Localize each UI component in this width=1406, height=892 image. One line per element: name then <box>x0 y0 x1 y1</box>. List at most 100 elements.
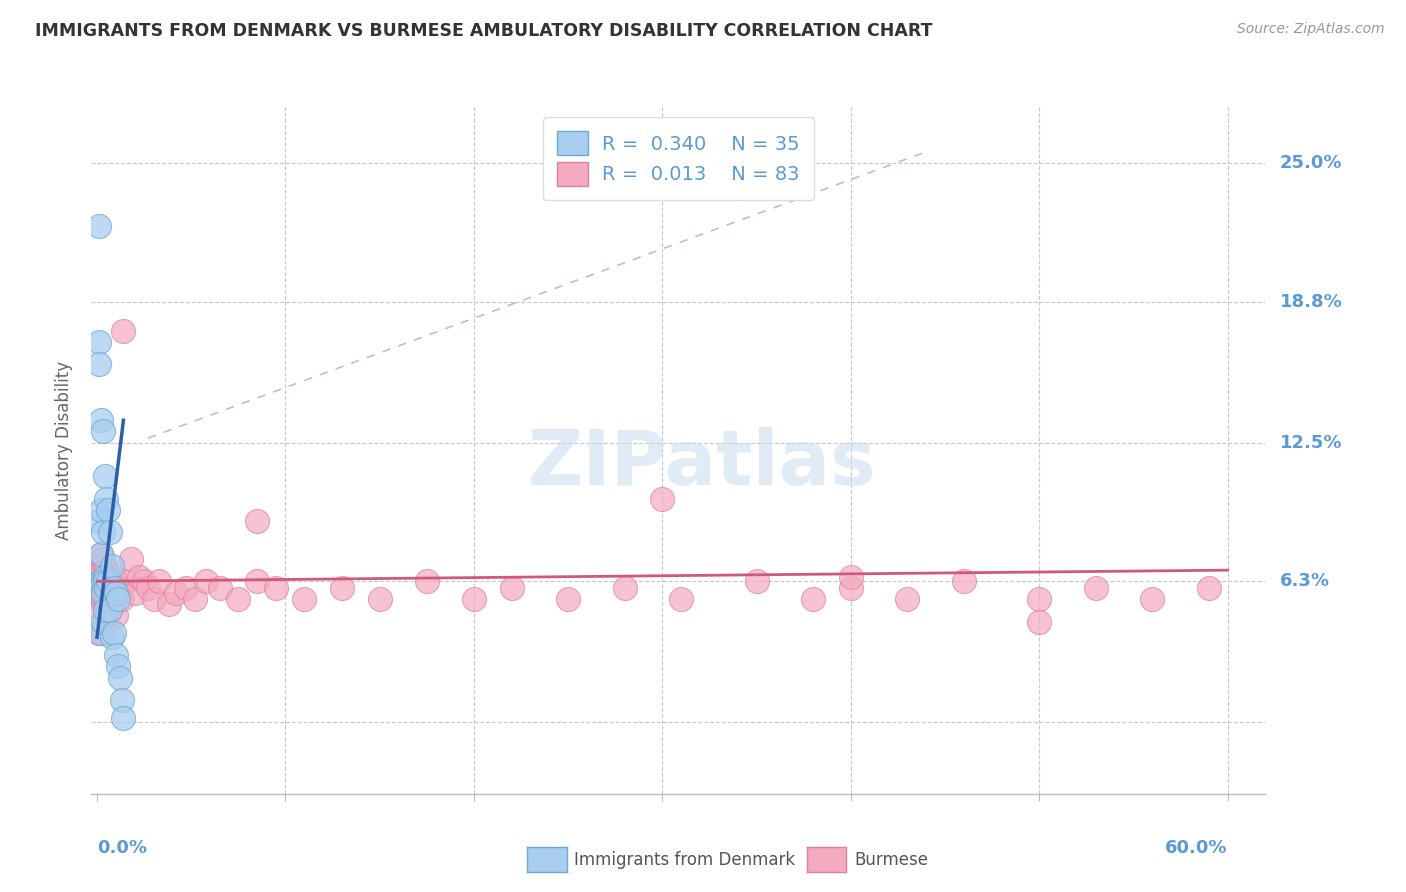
Point <box>330 581 353 595</box>
Point <box>613 581 636 595</box>
Point <box>174 581 197 595</box>
Point <box>1028 615 1050 629</box>
Point <box>416 574 439 589</box>
Text: 60.0%: 60.0% <box>1166 838 1227 856</box>
Point <box>90 574 112 589</box>
Point <box>90 502 112 516</box>
Point <box>264 581 287 595</box>
Point <box>148 574 170 589</box>
Point <box>91 615 114 629</box>
Point <box>93 615 115 629</box>
Point <box>107 659 129 673</box>
Point <box>103 625 125 640</box>
Y-axis label: Ambulatory Disability: Ambulatory Disability <box>55 361 73 540</box>
Point <box>134 574 156 589</box>
Point <box>228 592 250 607</box>
Point <box>87 570 110 584</box>
Point <box>91 425 114 439</box>
Point <box>87 558 110 573</box>
Legend: R =  0.340    N = 35, R =  0.013    N = 83: R = 0.340 N = 35, R = 0.013 N = 83 <box>543 117 814 200</box>
Point <box>90 563 112 577</box>
Point <box>97 574 120 589</box>
Text: 18.8%: 18.8% <box>1279 293 1343 310</box>
Point <box>1028 592 1050 607</box>
Point <box>107 585 129 599</box>
Point <box>292 592 315 607</box>
Point <box>107 592 129 607</box>
Point <box>91 592 114 607</box>
Point <box>91 574 114 589</box>
Point <box>108 581 131 595</box>
Point <box>651 491 673 506</box>
Point <box>101 558 124 573</box>
Point <box>87 585 110 599</box>
Point <box>208 581 231 595</box>
Point <box>103 581 125 595</box>
Point <box>104 607 127 622</box>
Point <box>246 574 269 589</box>
Point <box>96 563 118 577</box>
Point <box>953 574 976 589</box>
Point <box>115 574 138 589</box>
Point <box>101 581 124 595</box>
Point <box>157 597 180 611</box>
Point <box>90 581 112 595</box>
Point <box>93 574 115 589</box>
Text: 0.0%: 0.0% <box>97 838 148 856</box>
Point <box>1084 581 1107 595</box>
Point <box>142 592 165 607</box>
Point <box>96 603 118 617</box>
Point <box>87 625 110 640</box>
Point <box>87 581 110 595</box>
Point <box>93 570 115 584</box>
Point <box>87 219 110 233</box>
Point <box>87 625 110 640</box>
Text: 25.0%: 25.0% <box>1279 154 1341 172</box>
Point <box>91 625 114 640</box>
Point <box>97 502 120 516</box>
Point <box>165 585 187 599</box>
Point <box>98 574 121 589</box>
Text: 12.5%: 12.5% <box>1279 434 1341 451</box>
Point <box>90 413 112 427</box>
Point <box>124 585 146 599</box>
Point <box>103 592 125 607</box>
Point <box>136 581 159 595</box>
Point <box>96 585 118 599</box>
Point <box>90 603 112 617</box>
Point <box>87 334 110 349</box>
Point <box>101 597 124 611</box>
Point <box>112 324 135 338</box>
Point <box>112 711 135 725</box>
Point <box>98 585 121 599</box>
Point <box>463 592 485 607</box>
Point <box>87 592 110 607</box>
Point <box>128 570 150 584</box>
Text: ZIPatlas: ZIPatlas <box>527 427 876 501</box>
Point <box>97 592 120 607</box>
Point <box>90 574 112 589</box>
Point <box>87 514 110 528</box>
Text: Source: ZipAtlas.com: Source: ZipAtlas.com <box>1237 22 1385 37</box>
Text: 6.3%: 6.3% <box>1279 573 1330 591</box>
Point <box>98 603 121 617</box>
Point <box>896 592 918 607</box>
Point <box>104 648 127 662</box>
Point <box>1142 592 1164 607</box>
Point <box>108 671 131 685</box>
Point <box>96 581 118 595</box>
Point <box>97 570 120 584</box>
Point <box>87 357 110 371</box>
Point <box>93 469 115 483</box>
Point <box>671 592 693 607</box>
Point <box>839 570 862 584</box>
Point <box>90 592 112 607</box>
Text: Burmese: Burmese <box>855 851 929 869</box>
Point <box>91 563 114 577</box>
Point <box>90 548 112 562</box>
Point <box>93 570 115 584</box>
Point <box>110 693 132 707</box>
Point <box>91 552 114 566</box>
Point <box>101 630 124 644</box>
Point <box>246 514 269 528</box>
